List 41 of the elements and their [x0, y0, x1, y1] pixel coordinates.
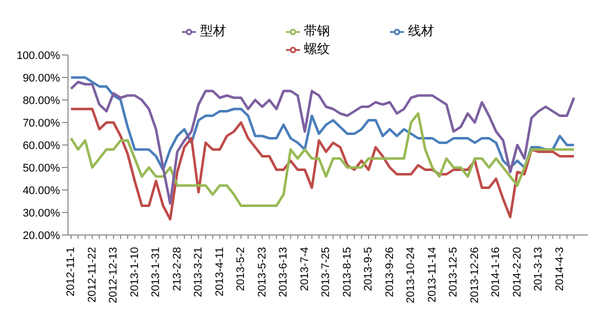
x-tick-label: 2013-11-14	[426, 247, 438, 302]
x-tick-label: 2013-9-26	[384, 247, 396, 298]
legend-label: 线材	[408, 23, 434, 38]
y-tick-label: 80.00%	[22, 94, 60, 107]
x-tick-label: 2013-4-11	[214, 247, 226, 296]
y-tick-label: 20.00%	[22, 230, 60, 242]
x-tick-label: 2013-6-13	[278, 247, 290, 298]
y-tick-label: 40.00%	[22, 184, 60, 197]
x-tick-label: 2013-1-10	[128, 247, 141, 298]
x-tick-label: 2013-10-24	[405, 247, 418, 304]
x-tick-label: 2012-12-13	[108, 247, 120, 304]
x-tick-label: 2013-5-23	[256, 247, 268, 298]
y-tick-label: 60.00%	[22, 140, 60, 152]
line-series	[70, 80, 576, 205]
y-tick-label: 100.00%	[16, 50, 60, 62]
y-tick-label: 70.00%	[22, 117, 60, 130]
y-tick-label: 30.00%	[22, 207, 60, 220]
x-tick-label: 2013-12-5	[448, 247, 460, 298]
x-tick-label: 2014-1-16	[490, 247, 502, 298]
x-tick-label: 201-3-13	[532, 247, 545, 292]
legend-label: 型材	[200, 23, 226, 38]
line-series	[70, 76, 576, 171]
x-tick-label: 2014-2-20	[511, 247, 524, 298]
x-tick-label: 2013-8-15	[341, 247, 354, 298]
y-tick-label: 50.00%	[22, 162, 60, 174]
x-tick-label: 2013-1-31	[150, 247, 162, 298]
x-tick-label: 2013-12-26	[468, 247, 481, 304]
line-series	[70, 108, 576, 220]
x-tick-label: 2012-11-22	[86, 247, 98, 302]
x-tick-label: 2012-11-1	[65, 247, 77, 296]
x-tick-label: 2014-4-3	[554, 247, 566, 292]
x-tick-label: 2013-3-21	[192, 247, 205, 298]
legend-label: 螺纹	[304, 41, 330, 56]
x-tick-label: 2013-7-25	[320, 247, 332, 298]
y-tick-label: 90.00%	[22, 72, 60, 84]
line-series	[70, 112, 576, 207]
x-tick-label: 2013-7-4	[298, 247, 311, 292]
x-tick-label: 2013-5-2	[235, 247, 248, 292]
x-tick-label: 2013-9-5	[362, 247, 375, 292]
x-tick-label: 213-2-28	[171, 247, 184, 292]
legend-label: 带钢	[304, 23, 330, 38]
